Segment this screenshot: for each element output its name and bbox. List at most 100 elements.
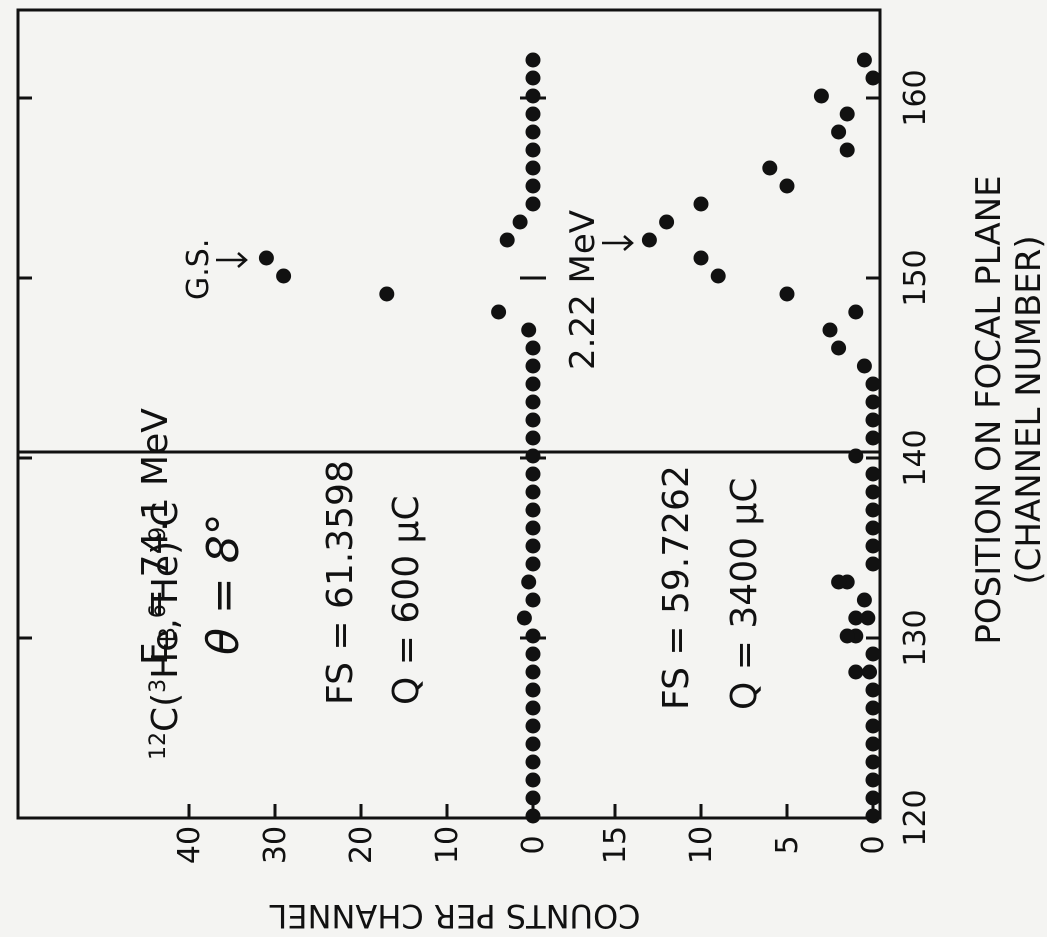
x-axis-label-line1: POSITION ON FOCAL PLANE xyxy=(969,175,1009,644)
data-point xyxy=(839,106,855,122)
data-point xyxy=(525,718,541,734)
data-point xyxy=(379,286,395,302)
target-mass-number: 12 xyxy=(146,732,171,760)
data-point xyxy=(525,664,541,680)
data-point xyxy=(521,574,537,590)
x-tick-label: 140 xyxy=(898,429,933,486)
y-tick-label: 20 xyxy=(344,826,379,864)
y-tick-label: 0 xyxy=(516,835,551,854)
data-point xyxy=(848,448,864,464)
data-point xyxy=(856,358,872,374)
data-point xyxy=(258,250,274,266)
data-point xyxy=(525,520,541,536)
data-point xyxy=(525,412,541,428)
x-tick-label: 150 xyxy=(898,249,933,306)
data-point xyxy=(865,430,881,446)
top-q-label: Q = 600 μC xyxy=(386,495,427,705)
data-point xyxy=(525,160,541,176)
data-point xyxy=(848,304,864,320)
data-point xyxy=(525,772,541,788)
data-point xyxy=(839,142,855,158)
data-point xyxy=(693,196,709,212)
data-point xyxy=(856,592,872,608)
data-point xyxy=(525,628,541,644)
data-point xyxy=(525,340,541,356)
data-point xyxy=(525,358,541,374)
x-tick-label: 120 xyxy=(898,789,933,846)
data-point xyxy=(862,664,878,680)
data-point xyxy=(865,808,881,824)
data-point xyxy=(813,88,829,104)
data-point xyxy=(499,232,515,248)
data-point xyxy=(779,286,795,302)
data-point xyxy=(865,556,881,572)
data-point xyxy=(831,124,847,140)
data-point xyxy=(525,52,541,68)
data-point xyxy=(865,502,881,518)
ejectile-symbol: He) xyxy=(145,541,186,604)
data-point xyxy=(641,232,657,248)
reaction-label: 12C(3He,6He)9C xyxy=(145,502,186,760)
data-point xyxy=(865,394,881,410)
y-tick-label: 15 xyxy=(598,826,633,864)
data-point xyxy=(860,610,876,626)
data-point xyxy=(865,754,881,770)
data-point xyxy=(525,430,541,446)
data-point xyxy=(525,556,541,572)
data-point xyxy=(831,340,847,356)
data-point xyxy=(525,88,541,104)
data-point xyxy=(865,70,881,86)
data-point xyxy=(525,484,541,500)
data-point xyxy=(525,592,541,608)
data-point xyxy=(865,538,881,554)
data-point xyxy=(521,322,537,338)
data-point xyxy=(856,52,872,68)
data-point xyxy=(848,664,864,680)
data-point xyxy=(865,412,881,428)
x-axis-ticks: 120 130 140 150 160 xyxy=(18,69,933,847)
data-point xyxy=(865,790,881,806)
y-tick-label: 40 xyxy=(172,826,207,864)
projectile-mass-number: 3 xyxy=(146,679,171,693)
y-tick-label: 0 xyxy=(856,835,891,854)
data-point xyxy=(710,268,726,284)
x-axis-label-line2: (CHANNEL NUMBER) xyxy=(1009,235,1047,584)
data-point xyxy=(693,250,709,266)
data-point xyxy=(525,448,541,464)
data-point xyxy=(525,466,541,482)
x-tick-label: 160 xyxy=(898,69,933,126)
bottom-fs-label: FS = 59.7262 xyxy=(656,465,697,710)
beam-energy-label: EB = 74.1 MeV xyxy=(135,408,181,665)
x-tick-label: 130 xyxy=(898,609,933,666)
data-point xyxy=(865,466,881,482)
data-point xyxy=(525,754,541,770)
data-point xyxy=(512,214,528,230)
data-point xyxy=(865,484,881,500)
y-axis-ticks: 40 30 20 10 0 15 10 5 0 xyxy=(172,804,891,864)
bottom-q-label: Q = 3400 μC xyxy=(724,478,765,711)
data-point xyxy=(491,304,507,320)
data-point xyxy=(525,178,541,194)
data-point xyxy=(525,376,541,392)
data-point xyxy=(525,196,541,212)
data-point xyxy=(865,700,881,716)
data-point xyxy=(276,268,292,284)
data-point xyxy=(525,106,541,122)
data-point xyxy=(865,718,881,734)
data-point xyxy=(525,736,541,752)
data-point xyxy=(525,790,541,806)
excited-state-arrow-icon xyxy=(602,235,634,251)
y-tick-label: 10 xyxy=(430,826,465,864)
data-point xyxy=(525,700,541,716)
angle-label: θ = 8° xyxy=(198,513,249,655)
data-point xyxy=(516,610,532,626)
data-point xyxy=(525,394,541,410)
beam-energy-subscript: B xyxy=(156,627,181,642)
gs-arrow-icon xyxy=(216,252,248,268)
data-point xyxy=(525,142,541,158)
data-point xyxy=(525,70,541,86)
y-axis-label: COUNTS PER CHANNEL xyxy=(269,897,640,932)
data-point xyxy=(865,772,881,788)
data-point xyxy=(525,682,541,698)
